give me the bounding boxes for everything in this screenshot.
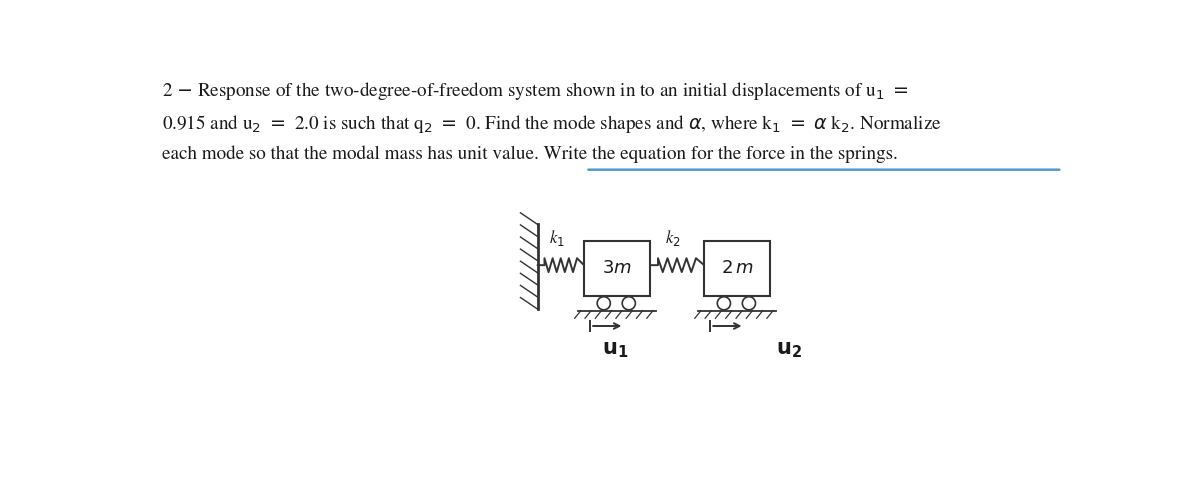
Text: $\mathbf{u_2}$: $\mathbf{u_2}$ <box>776 340 802 360</box>
Circle shape <box>743 297 756 310</box>
Bar <box>584 241 650 296</box>
Circle shape <box>598 297 611 310</box>
Text: $\mathbf{u_1}$: $\mathbf{u_1}$ <box>602 340 629 360</box>
Text: $3m$: $3m$ <box>602 260 631 277</box>
Circle shape <box>718 297 731 310</box>
Text: 0.915 and u$_2$ $=$ 2.0 is such that q$_2$ $=$ 0. Find the mode shapes and $\alp: 0.915 and u$_2$ $=$ 2.0 is such that q$_… <box>162 113 941 135</box>
Circle shape <box>623 297 635 310</box>
Text: k$_2$: k$_2$ <box>665 228 682 248</box>
Text: 2 $-$ Response of the two-degree-of-freedom system shown in to an initial displa: 2 $-$ Response of the two-degree-of-free… <box>162 80 908 102</box>
Text: k$_1$: k$_1$ <box>548 228 565 248</box>
Text: $2\,m$: $2\,m$ <box>721 260 754 277</box>
Text: each mode so that the modal mass has unit value. Write the equation for the forc: each mode so that the modal mass has uni… <box>162 145 898 163</box>
Bar <box>704 241 770 296</box>
